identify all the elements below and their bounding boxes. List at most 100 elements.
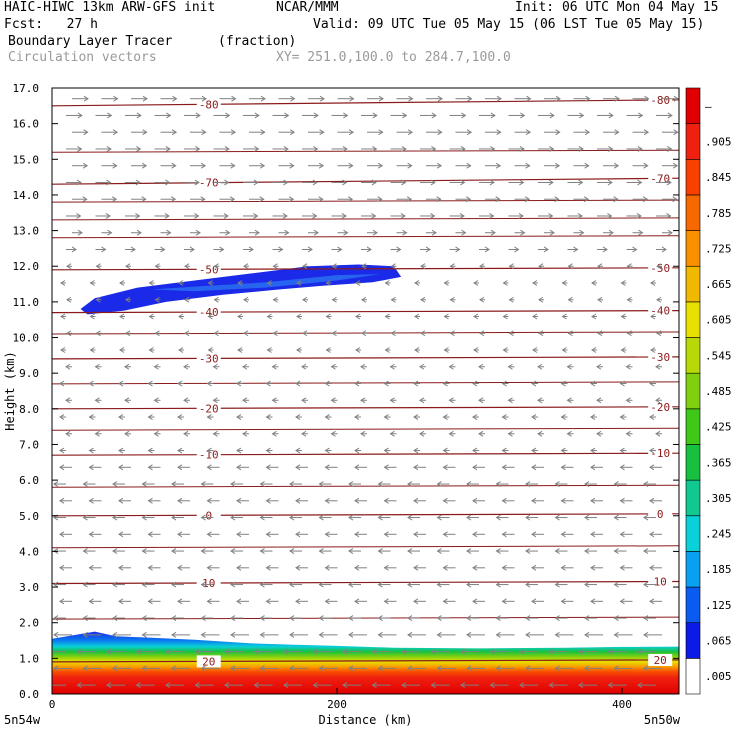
vector-arrowhead: [312, 648, 318, 655]
vector-arrowhead: [466, 548, 472, 554]
vector-arrowhead: [489, 648, 495, 655]
vector-arrowhead: [295, 531, 301, 538]
vector-arrowhead: [348, 581, 354, 588]
vector-arrowhead: [200, 514, 206, 521]
vector-arrowhead: [112, 162, 118, 169]
vector-arrowhead: [107, 112, 113, 119]
vector-arrowhead: [106, 682, 112, 689]
vector-arrowhead: [124, 363, 130, 370]
vector-arrowhead: [200, 581, 206, 588]
vector-arrowhead: [343, 112, 349, 119]
vector-arrowhead: [254, 112, 260, 119]
vector-arrowhead: [501, 598, 507, 605]
vector-arrowhead: [171, 162, 177, 169]
vector-arrowhead: [295, 380, 301, 387]
vector-arrowhead: [200, 615, 206, 621]
vector-arrowhead: [177, 414, 183, 420]
vector-arrowhead: [119, 313, 125, 320]
contour-label-background: [196, 306, 221, 319]
vector-arrowhead: [272, 296, 278, 303]
vector-arrowhead: [301, 430, 307, 437]
vector-arrowhead: [436, 615, 442, 621]
vector-arrowhead: [560, 464, 566, 471]
vector-arrowhead: [141, 665, 147, 672]
vector-arrowhead: [666, 179, 672, 186]
vector-arrowhead: [82, 665, 88, 672]
vector-arrowhead: [419, 430, 425, 437]
vector-arrowhead: [212, 397, 218, 404]
vector-arrowhead: [637, 682, 643, 689]
vector-arrowhead: [442, 380, 448, 387]
vector-arrowhead: [577, 213, 583, 219]
vector-arrowhead: [650, 280, 656, 286]
vector-arrowhead: [289, 548, 295, 554]
vector-arrowhead: [407, 481, 413, 487]
vector-arrowhead: [148, 280, 154, 286]
vector-arrowhead: [355, 313, 361, 320]
vector-arrowhead: [401, 179, 407, 186]
vector-arrowhead: [230, 548, 236, 554]
vector-arrowhead: [230, 631, 236, 638]
vector-arrowhead: [77, 146, 83, 152]
vector-arrowhead: [118, 531, 124, 538]
vector-arrowhead: [278, 246, 284, 253]
vector-arrowhead: [413, 564, 419, 571]
vector-arrowhead: [377, 196, 383, 203]
vector-arrowhead: [554, 196, 560, 203]
init-time: Init: 06 UTC Mon 04 May 15: [515, 0, 719, 15]
vector-arrowhead: [147, 497, 153, 504]
vector-arrowhead: [201, 129, 207, 136]
vector-arrowhead: [82, 514, 88, 521]
vector-arrowhead: [237, 280, 243, 286]
vector-arrowhead: [248, 246, 254, 253]
vector-arrowhead: [207, 347, 213, 353]
vector-arrowhead: [377, 481, 383, 487]
contour-label: -30: [650, 351, 670, 364]
vector-arrowhead: [655, 397, 661, 404]
temperature-contour: [52, 177, 679, 185]
vector-arrowhead: [437, 95, 443, 102]
vector-arrowhead: [414, 347, 420, 353]
vector-arrowhead: [672, 162, 679, 169]
contour-label: 0: [205, 509, 212, 522]
vector-arrowhead: [554, 162, 561, 169]
vector-arrowhead: [118, 414, 124, 420]
vector-arrowhead: [643, 548, 649, 554]
vector-arrowhead: [649, 531, 655, 538]
vector-arrowhead: [573, 246, 579, 253]
vector-arrowhead: [88, 497, 94, 504]
vector-arrowhead: [377, 514, 383, 521]
vector-arrowhead: [284, 229, 290, 236]
vector-arrowhead: [236, 464, 242, 471]
vector-arrowhead: [637, 146, 643, 152]
vector-arrowhead: [390, 296, 396, 303]
vector-arrowhead: [236, 447, 242, 454]
vector-arrowhead: [94, 430, 100, 437]
vector-arrowhead: [361, 330, 367, 337]
colorbar-swatch: [685, 230, 701, 267]
vector-arrowhead: [531, 414, 537, 420]
vector-arrowhead: [613, 162, 620, 169]
colorbar-label: .065: [705, 635, 732, 648]
vector-arrowhead: [200, 548, 206, 554]
vector-arrowhead: [206, 464, 212, 471]
vector-arrowhead: [53, 615, 59, 621]
vector-arrowhead: [171, 615, 177, 621]
vector-arrowhead: [112, 631, 118, 638]
vector-arrowhead: [531, 447, 537, 454]
colorbar-label: .725: [705, 242, 732, 255]
vector-arrowhead: [431, 112, 437, 119]
vector-arrowhead: [384, 347, 390, 353]
vector-arrowhead: [354, 380, 360, 387]
vector-arrowhead: [170, 196, 177, 203]
vector-arrowhead: [82, 196, 88, 203]
vector-arrowhead: [371, 213, 377, 219]
vector-arrowhead: [154, 330, 160, 337]
vector-arrowhead: [531, 380, 537, 387]
y-tick-label: 12.0: [13, 260, 40, 273]
vector-arrowhead: [383, 464, 389, 471]
vector-arrowhead: [584, 615, 590, 621]
vector-arrowhead: [184, 263, 190, 270]
vector-arrowhead: [177, 564, 183, 571]
vector-arrowhead: [413, 598, 419, 605]
